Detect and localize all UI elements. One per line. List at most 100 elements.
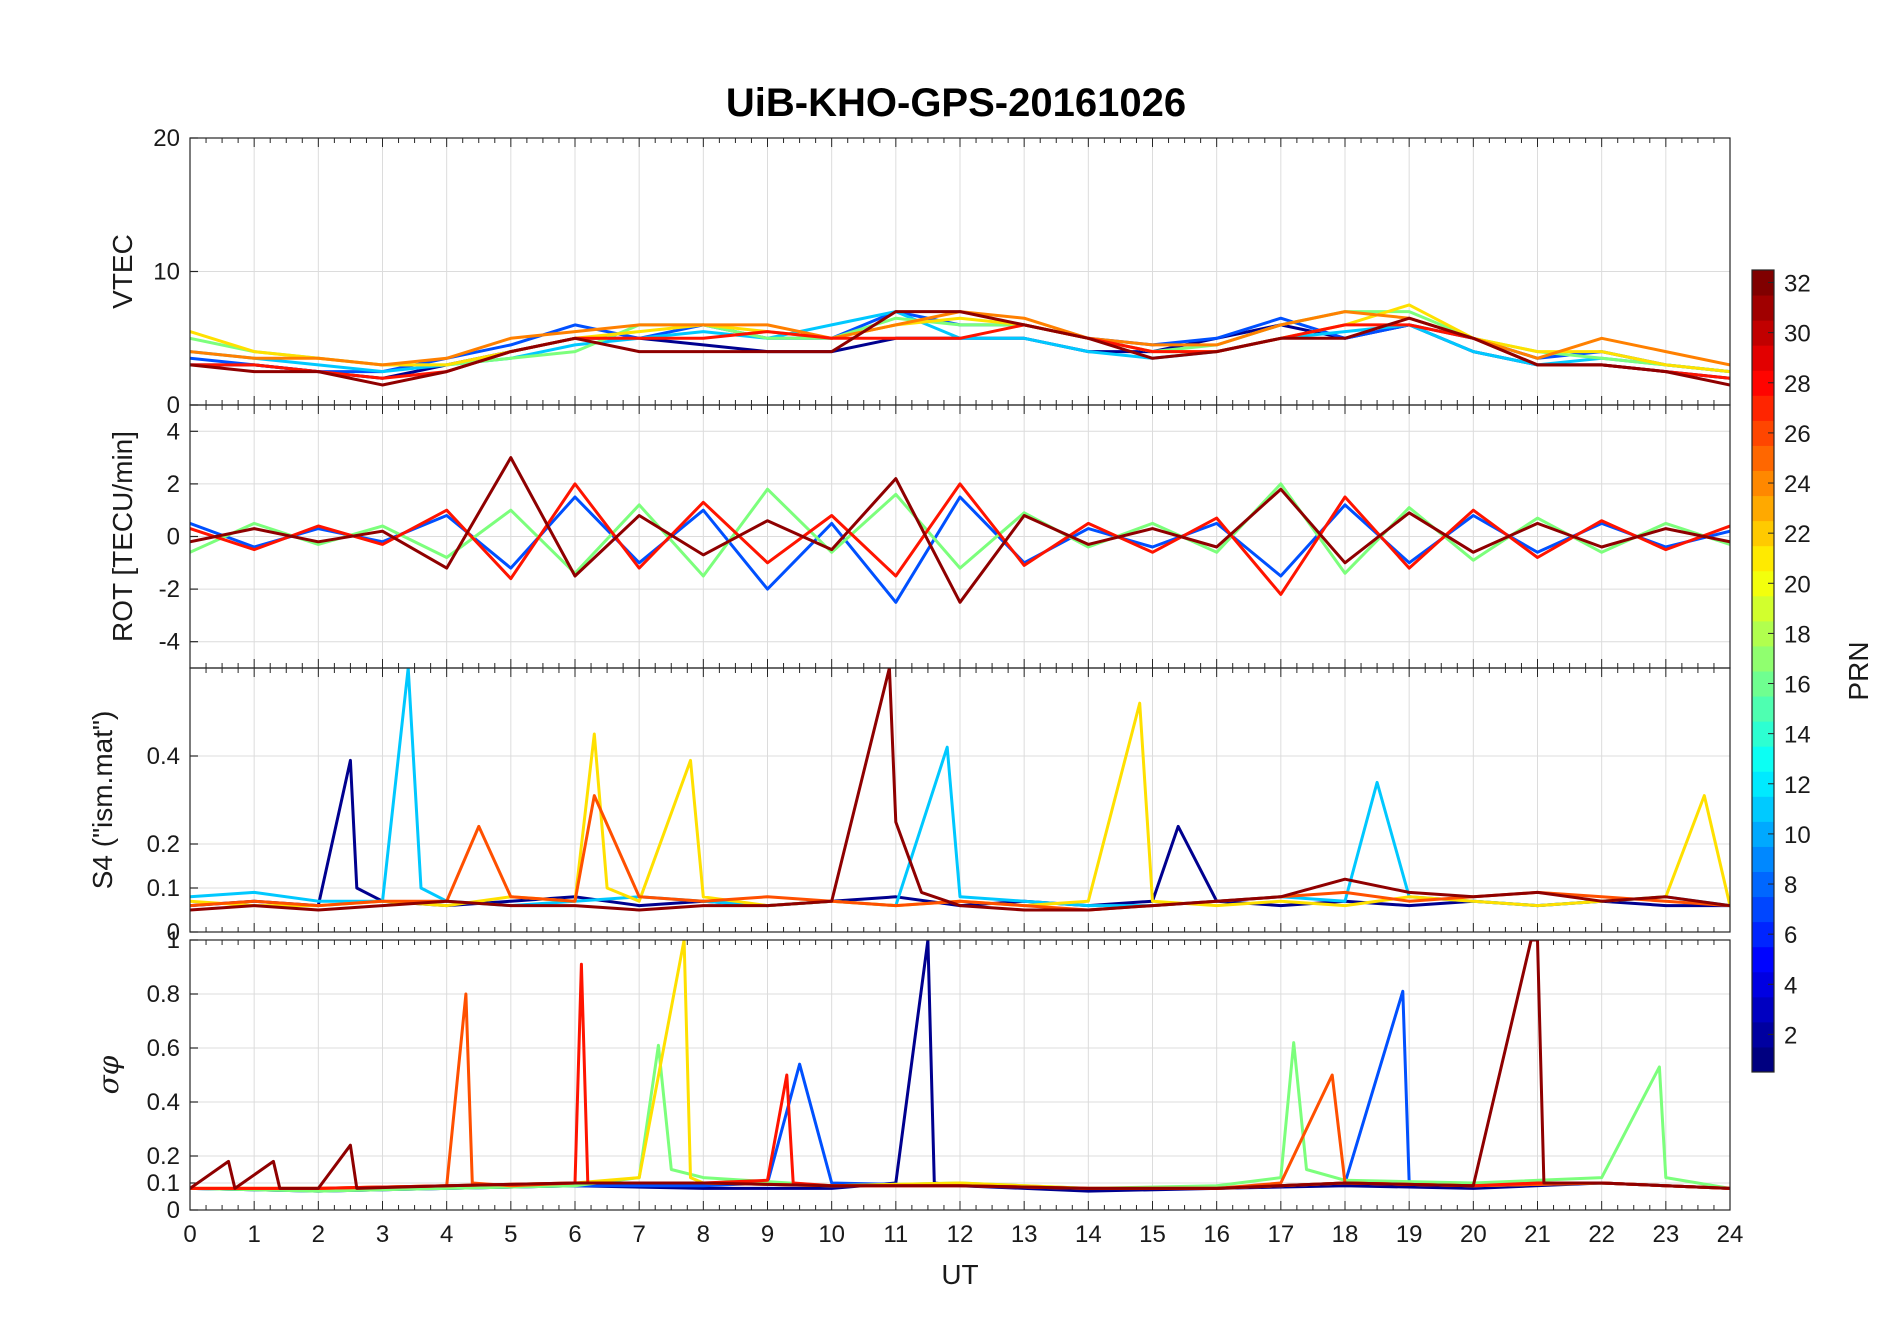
colorbar-swatch (1752, 746, 1774, 772)
colorbar-tick-label: 16 (1784, 672, 1811, 699)
colorbar-swatch (1752, 796, 1774, 822)
y-axis-label: S4 ("ism.mat") (87, 711, 118, 890)
colorbar-swatch (1752, 896, 1774, 923)
x-axis-label: UT (941, 1259, 978, 1290)
colorbar-tick-label: 22 (1784, 521, 1811, 548)
y-tick-label: 0.2 (147, 831, 180, 858)
colorbar-swatch (1752, 320, 1774, 346)
series-line-rot-0 (190, 495, 1730, 604)
colorbar-tick-label: 24 (1784, 471, 1811, 498)
colorbar-swatch (1752, 395, 1774, 421)
colorbar-swatch (1752, 946, 1774, 973)
colorbar-swatch (1752, 370, 1774, 396)
x-tick-label: 21 (1524, 1221, 1551, 1248)
x-tick-label: 11 (883, 1221, 908, 1248)
colorbar-tick-label: 4 (1784, 972, 1797, 999)
colorbar-tick-label: 18 (1784, 621, 1811, 648)
colorbar-swatch (1752, 620, 1774, 647)
x-tick-label: 0 (183, 1221, 196, 1248)
series-group (190, 303, 1730, 387)
colorbar-swatch (1752, 295, 1774, 321)
x-tick-label: 23 (1652, 1221, 1679, 1248)
series-line-sigma_phi-6 (190, 940, 1730, 1190)
y-tick-label: 10 (153, 259, 180, 286)
y-axis-label: ROT [TECU/min] (107, 431, 138, 642)
y-tick-label: -4 (159, 629, 180, 656)
y-tick-label: 0 (167, 1197, 180, 1224)
colorbar-swatch (1752, 420, 1774, 446)
y-tick-label: 1 (167, 927, 180, 954)
x-tick-label: 1 (247, 1221, 260, 1248)
x-tick-label: 8 (697, 1221, 710, 1248)
y-tick-label: 0.4 (147, 743, 180, 770)
x-tick-label: 15 (1139, 1221, 1166, 1248)
x-tick-label: 16 (1203, 1221, 1230, 1248)
colorbar-tick-label: 12 (1784, 772, 1811, 799)
x-tick-label: 13 (1011, 1221, 1038, 1248)
y-tick-label: -2 (159, 576, 180, 603)
colorbar-swatch (1752, 771, 1774, 797)
colorbar-swatch (1752, 846, 1774, 872)
colorbar-tick-label: 28 (1784, 371, 1811, 398)
x-tick-label: 10 (818, 1221, 845, 1248)
panel-vtec: 0 10 20 VTEC (107, 125, 1731, 419)
series-line-s4-0 (190, 758, 1730, 908)
y-tick-label: 0.1 (147, 1170, 180, 1197)
x-tick-label: 17 (1267, 1221, 1294, 1248)
series-line-vtec-7 (190, 310, 1730, 387)
y-tick-label: 0.1 (147, 875, 180, 902)
x-tick-label: 9 (761, 1221, 774, 1248)
axes-frame (189, 667, 1731, 933)
x-tick-label: 18 (1332, 1221, 1359, 1248)
colorbar-tick-label: 8 (1784, 872, 1797, 899)
x-tick-label: 5 (504, 1221, 517, 1248)
series-group (190, 456, 1730, 604)
y-tick-label: 0 (167, 919, 180, 946)
colorbar-swatch (1752, 545, 1774, 572)
colorbar-swatch (1752, 495, 1774, 522)
colorbar-swatch (1752, 520, 1774, 547)
y-tick-label: 0 (167, 524, 180, 551)
series-line-s4-4 (190, 668, 1730, 912)
x-tick-label: 7 (632, 1221, 645, 1248)
x-tick-label: 14 (1075, 1221, 1102, 1248)
colorbar-tick-label: 26 (1784, 421, 1811, 448)
x-tick-label: 24 (1717, 1221, 1744, 1248)
colorbar-swatch (1752, 821, 1774, 847)
colorbar-swatch (1752, 671, 1774, 697)
y-tick-label: 0.6 (147, 1035, 180, 1062)
x-tick-label: 22 (1588, 1221, 1615, 1248)
series-line-s4-3 (190, 794, 1730, 912)
colorbar-swatch (1752, 345, 1774, 371)
colorbar-swatch (1752, 595, 1774, 622)
colorbar-tick-label: 14 (1784, 722, 1811, 749)
colorbar-swatch (1752, 1046, 1774, 1073)
panel-rot: -4 -2 0 2 4 ROT [TECU/min] (107, 404, 1731, 669)
series-group (190, 940, 1730, 1193)
colorbar-swatch (1752, 696, 1774, 722)
chart-title: UiB-KHO-GPS-20161026 (726, 81, 1186, 125)
colorbar-swatch (1752, 921, 1774, 948)
colorbar-swatch (1752, 1021, 1774, 1048)
x-tick-label: 4 (440, 1221, 453, 1248)
y-tick-label: 0.4 (147, 1089, 180, 1116)
colorbar-swatch (1752, 996, 1774, 1023)
axes-frame (189, 939, 1731, 1211)
x-tick-label: 19 (1396, 1221, 1423, 1248)
colorbar-frame (1751, 269, 1775, 1073)
series-line-rot-1 (190, 482, 1730, 578)
y-tick-label: 0.2 (147, 1143, 180, 1170)
colorbar-swatch (1752, 721, 1774, 747)
y-tick-label: 20 (153, 125, 180, 152)
colorbar-swatch (1752, 570, 1774, 597)
y-tick-label: 0 (167, 392, 180, 419)
colorbar-tick-label: 32 (1784, 271, 1811, 298)
colorbar-swatch (1752, 470, 1774, 497)
colorbar-swatch (1752, 270, 1774, 296)
colorbar-tick-label: 30 (1784, 321, 1811, 348)
x-tick-label: 3 (376, 1221, 389, 1248)
x-tick-label: 20 (1460, 1221, 1487, 1248)
